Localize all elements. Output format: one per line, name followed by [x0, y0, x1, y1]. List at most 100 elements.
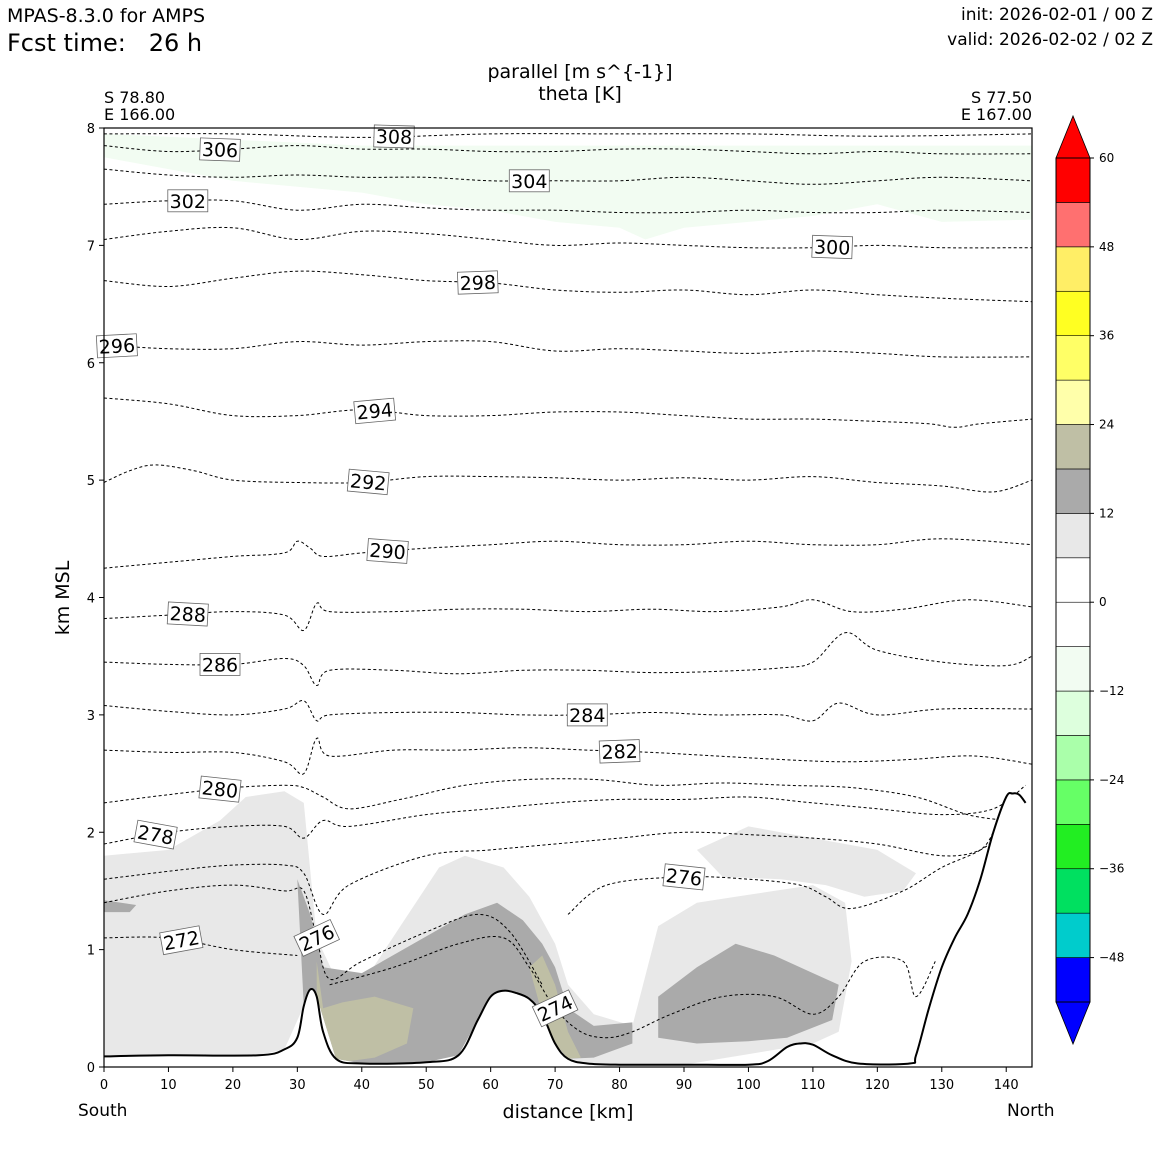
colorbar-tick-label: −48: [1099, 951, 1124, 965]
y-tick-label: 1: [87, 944, 95, 959]
theta-contour-300: [104, 226, 1032, 249]
theta-label-box: [95, 333, 138, 359]
colorbar-segment: [1055, 246, 1091, 292]
theta-label-282: 282: [598, 739, 641, 764]
colorbar-tick-label: 24: [1099, 418, 1114, 432]
theta-label-text: 284: [569, 705, 605, 727]
theta-contour-306: [104, 145, 1032, 155]
theta-label-box: [353, 397, 397, 425]
theta-label-box: [133, 819, 178, 850]
theta-label-box: [199, 653, 241, 676]
colorbar-tick-label: 0: [1099, 595, 1107, 609]
theta-label-box: [199, 137, 241, 162]
left-endpoint-lon: E 166.00: [104, 105, 176, 124]
theta-label-294: 294: [353, 397, 397, 425]
theta-contour-288: [104, 599, 1032, 631]
colorbar-segment: [1055, 424, 1091, 470]
theta-label-288: 288: [166, 601, 209, 627]
north-label: North: [1007, 1101, 1055, 1121]
colorbar-segment: [1055, 202, 1091, 248]
theta-label-302: 302: [167, 189, 209, 213]
theta-label-box: [167, 189, 209, 213]
theta-label-text: 304: [511, 171, 547, 193]
colorbar-segment: [1055, 379, 1091, 425]
x-tick-label: 140: [994, 1078, 1019, 1093]
theta-contour-308: [104, 133, 1032, 138]
colorbar-max-arrow: [1055, 114, 1091, 159]
left-endpoint-coords: S 78.80 E 166.00: [104, 89, 175, 123]
y-tick-label: 3: [87, 709, 95, 724]
theta-contour-280: [104, 778, 1007, 821]
colorbar-frame: [1055, 157, 1091, 1003]
theta-contour-290: [104, 538, 1032, 569]
theta-label-276: 276: [662, 863, 706, 891]
theta-label-304: 304: [508, 169, 550, 193]
x-tick-label: 70: [547, 1078, 564, 1093]
terrain-fill: [104, 792, 1032, 1067]
colorbar-segment: [1055, 957, 1091, 1003]
y-axis: 0 1 2 3 4 5 6 7 8: [87, 122, 104, 1076]
colorbar-tick-label: −12: [1099, 684, 1124, 698]
colorbar-tick-label: 12: [1099, 506, 1114, 520]
theta-contour-282: [104, 737, 1032, 775]
colorbar: 60 48 36 24 12 0 −12 −24 −36 −48: [1055, 114, 1124, 1046]
theta-label-box: [346, 468, 390, 496]
theta-label-text: 308: [376, 126, 413, 149]
x-tick-label: 50: [418, 1078, 435, 1093]
x-axis-label: distance [km]: [503, 1101, 634, 1123]
theta-label-box: [662, 863, 706, 891]
x-tick-label: 0: [100, 1078, 108, 1093]
x-tick-label: 130: [929, 1078, 954, 1093]
theta-label-text: 298: [459, 272, 496, 295]
theta-contour-272: [104, 936, 298, 956]
x-tick-label: 110: [800, 1078, 825, 1093]
theta-contour-302: [104, 199, 1032, 214]
theta-label-box: [366, 538, 409, 564]
colorbar-segment: [1055, 735, 1091, 781]
valid-time: valid: 2026-02-02 / 02 Z: [947, 30, 1153, 50]
theta-contour-304: [104, 168, 1032, 185]
theta-label-284: 284: [566, 703, 608, 727]
wind-shade-region: [104, 133, 1032, 240]
forecast-time: Fcst time: 26 h: [7, 29, 202, 57]
forecast-time-value: 26 h: [148, 29, 203, 57]
theta-label-text: 294: [356, 399, 394, 424]
x-tick-label: 100: [736, 1078, 761, 1093]
colorbar-tick-label: 60: [1099, 151, 1114, 165]
x-tick-label: 90: [676, 1078, 693, 1093]
theta-label-296: 296: [95, 333, 138, 359]
theta-label-box: [566, 703, 608, 727]
colorbar-tick-label: 48: [1099, 240, 1114, 254]
colorbar-min-arrow: [1055, 1001, 1091, 1046]
wind-shade-region: [316, 961, 414, 1062]
theta-contour-294: [104, 397, 1032, 428]
theta-label-text: 296: [98, 335, 135, 359]
right-endpoint-lon: E 167.00: [960, 105, 1032, 124]
colorbar-tick-label: 36: [1099, 329, 1114, 343]
theta-label-box: [531, 989, 579, 1028]
x-tick-label: 60: [482, 1078, 499, 1093]
theta-label-box: [166, 601, 209, 627]
theta-contour-layer: [104, 133, 1032, 1039]
colorbar-segment: [1055, 601, 1091, 647]
theta-contour-296: [104, 340, 1032, 358]
colorbar-segment: [1055, 824, 1091, 870]
theta-label-text: 292: [349, 470, 387, 495]
south-label: South: [78, 1101, 128, 1121]
theta-label-text: 286: [202, 654, 238, 676]
theta-contour-298: [104, 270, 1032, 303]
x-tick-label: 10: [160, 1078, 177, 1093]
theta-label-308: 308: [373, 124, 415, 149]
right-endpoint-lat: S 77.50: [970, 88, 1032, 107]
theta-label-box: [811, 234, 854, 260]
colorbar-segment: [1055, 157, 1091, 203]
theta-label-300: 300: [811, 234, 854, 260]
theta-label-292: 292: [346, 468, 390, 496]
theta-contour-278: [104, 784, 1026, 845]
theta-label-text: 282: [601, 741, 638, 764]
wind-shade-region: [104, 900, 137, 913]
colorbar-segment: [1055, 779, 1091, 825]
colorbar-segment: [1055, 290, 1091, 336]
y-tick-label: 8: [87, 122, 95, 137]
